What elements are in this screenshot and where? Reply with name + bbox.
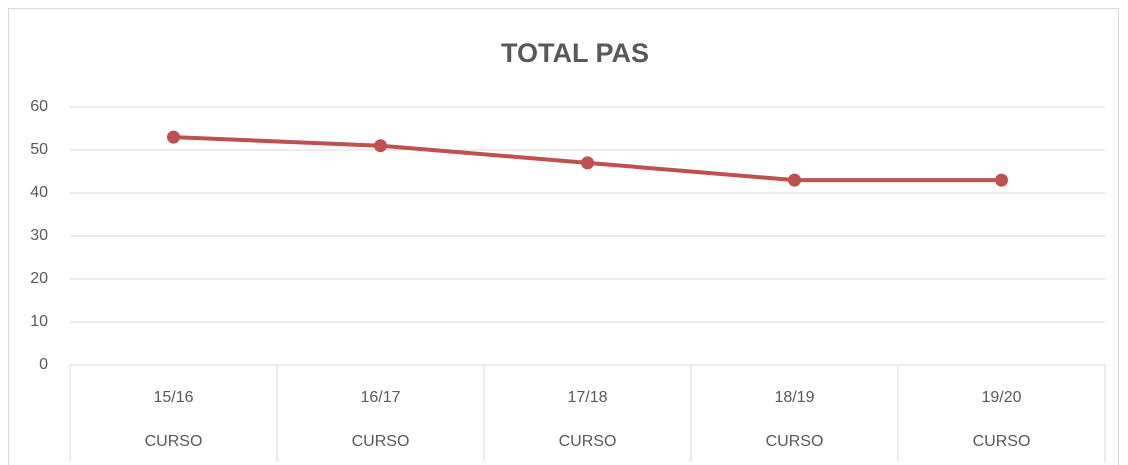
marker — [581, 156, 594, 170]
marker — [788, 173, 801, 187]
chart-title: TOTAL PAS — [501, 38, 649, 68]
y-tick-label: 50 — [30, 141, 48, 158]
y-tick-label: 20 — [30, 270, 48, 287]
x-group-label: CURSO — [352, 433, 410, 450]
y-tick-label: 60 — [30, 98, 48, 115]
x-group-label: CURSO — [145, 433, 203, 450]
x-group-label: CURSO — [766, 433, 824, 450]
x-group-label: CURSO — [559, 433, 617, 450]
x-tick-label: 19/20 — [981, 389, 1021, 406]
y-tick-label: 0 — [39, 356, 48, 373]
chart-border — [8, 8, 1119, 465]
x-tick-label: 18/19 — [774, 389, 814, 406]
x-group-label: CURSO — [973, 433, 1031, 450]
y-tick-label: 10 — [30, 313, 48, 330]
marker — [374, 139, 387, 153]
marker — [995, 173, 1008, 187]
y-tick-label: 40 — [30, 184, 48, 201]
x-tick-label: 16/17 — [360, 389, 400, 406]
x-tick-label: 15/16 — [153, 389, 193, 406]
y-tick-label: 30 — [30, 227, 48, 244]
x-tick-label: 17/18 — [567, 389, 607, 406]
marker — [167, 130, 180, 144]
